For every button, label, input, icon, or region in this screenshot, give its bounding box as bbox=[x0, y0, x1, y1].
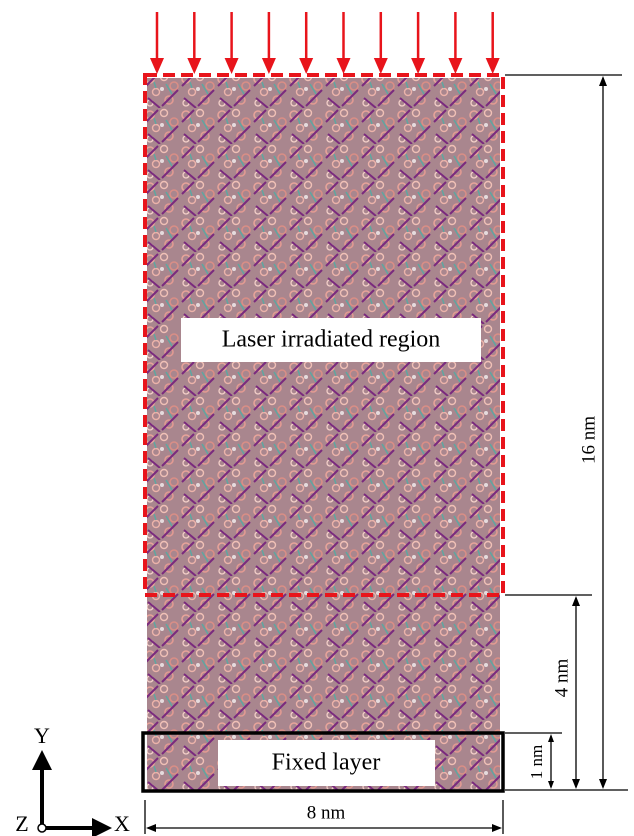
laser-arrowhead bbox=[261, 58, 276, 74]
laser-arrowhead bbox=[150, 58, 164, 74]
axis-triad bbox=[32, 750, 112, 836]
molecular-structure bbox=[147, 78, 500, 790]
laser-arrowhead bbox=[448, 58, 463, 74]
laser-arrowhead bbox=[336, 58, 351, 74]
laser-arrowhead bbox=[411, 58, 426, 74]
y-axis-label: Y bbox=[34, 723, 50, 748]
height-1nm: 1 nm bbox=[527, 745, 546, 779]
laser-arrowhead bbox=[373, 58, 388, 74]
laser-arrowhead bbox=[224, 58, 239, 74]
laser-arrowhead bbox=[485, 58, 500, 74]
dimension-lines bbox=[144, 74, 628, 834]
laser-region-outline bbox=[143, 73, 505, 597]
height-16nm: 16 nm bbox=[578, 416, 599, 464]
label-box bbox=[218, 740, 435, 786]
height-4nm: 4 nm bbox=[551, 659, 572, 698]
laser-arrowhead bbox=[187, 58, 202, 74]
laser-region-label: Laser irradiated region bbox=[222, 327, 441, 353]
width-8nm: 8 nm bbox=[307, 802, 346, 823]
fixed-layer-outline bbox=[141, 731, 505, 793]
x-axis-label: X bbox=[114, 811, 130, 836]
label-box bbox=[181, 318, 481, 362]
fixed-layer-label: Fixed layer bbox=[272, 750, 381, 776]
laser-arrows bbox=[150, 12, 500, 74]
z-axis-label: Z bbox=[15, 811, 28, 836]
laser-arrowhead bbox=[299, 58, 314, 74]
